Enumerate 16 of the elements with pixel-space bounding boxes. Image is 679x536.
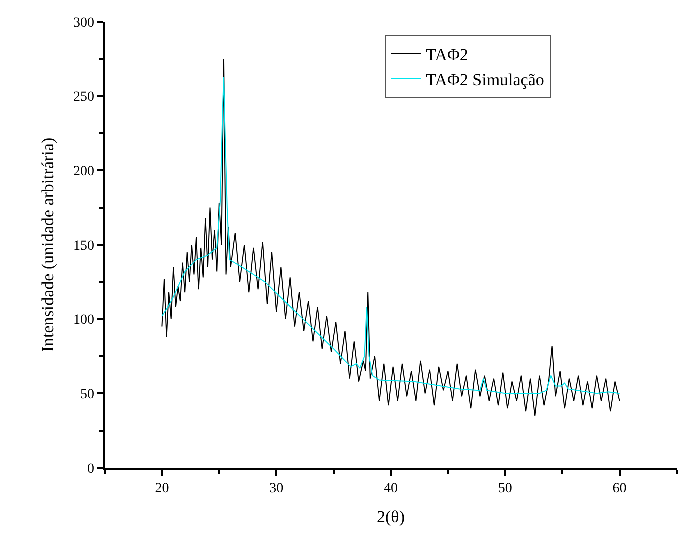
x-tick-label: 30 [270,482,284,497]
y-axis-title: Intensidade (unidade arbitrária) [38,138,58,352]
x-tick-label: 20 [155,482,170,497]
x-axis-title: 2(θ) [377,507,405,526]
y-tick-label: 300 [73,16,94,31]
legend-label: TAΦ2 [426,46,468,65]
y-tick-label: 200 [73,164,94,180]
y-tick-label: 0 [87,462,94,477]
x-tick-label: 50 [498,482,512,497]
x-tick-label: 40 [384,482,398,497]
y-tick-label: 150 [73,238,94,254]
legend-label: TAΦ2 Simulação [426,70,544,90]
y-tick-label: 50 [80,388,94,403]
y-tick-label: 250 [73,90,94,106]
y-tick-label: 100 [73,313,94,328]
x-tick-label: 60 [612,482,627,497]
